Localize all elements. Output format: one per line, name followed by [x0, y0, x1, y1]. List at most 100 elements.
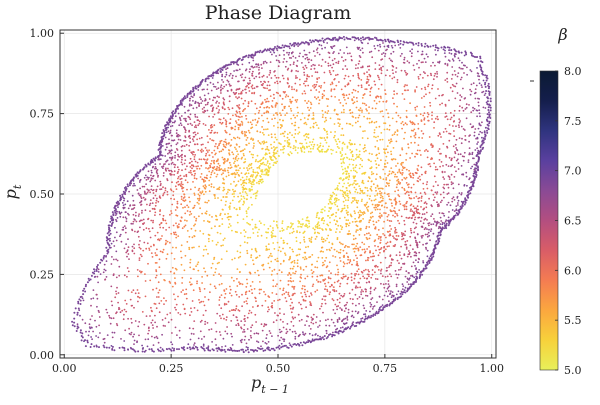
scatter-point	[402, 285, 404, 287]
scatter-point	[360, 158, 362, 160]
scatter-point	[362, 102, 364, 104]
scatter-point	[367, 66, 369, 68]
scatter-point	[239, 69, 241, 71]
scatter-point	[181, 257, 183, 259]
scatter-point	[245, 77, 247, 79]
scatter-point	[138, 244, 140, 246]
scatter-point	[279, 269, 281, 271]
scatter-point	[295, 99, 297, 101]
scatter-point	[193, 132, 195, 134]
scatter-point	[182, 164, 184, 166]
scatter-point	[204, 288, 206, 290]
scatter-point	[382, 299, 384, 301]
scatter-point	[457, 204, 459, 206]
scatter-point	[452, 125, 454, 127]
scatter-point	[298, 335, 300, 337]
scatter-point	[347, 256, 349, 258]
scatter-point	[225, 293, 227, 295]
scatter-point	[245, 172, 247, 174]
scatter-point	[233, 280, 235, 282]
scatter-point	[364, 187, 366, 189]
scatter-point	[229, 208, 231, 210]
scatter-point	[169, 312, 171, 314]
scatter-point	[259, 181, 261, 183]
scatter-point	[378, 254, 380, 256]
scatter-point	[261, 265, 263, 267]
scatter-point	[223, 101, 225, 103]
scatter-point	[221, 75, 223, 77]
scatter-point	[396, 134, 398, 136]
scatter-point	[266, 334, 268, 336]
scatter-point	[139, 227, 141, 229]
scatter-point	[310, 241, 312, 243]
scatter-point	[263, 61, 265, 63]
scatter-point	[360, 79, 362, 81]
scatter-point	[291, 302, 293, 304]
scatter-point	[303, 68, 305, 70]
scatter-point	[478, 128, 480, 130]
scatter-point	[358, 76, 360, 78]
scatter-point	[251, 66, 253, 68]
scatter-point	[152, 289, 154, 291]
scatter-point	[303, 50, 305, 52]
scatter-point	[189, 214, 191, 216]
scatter-point	[124, 248, 126, 250]
scatter-point	[398, 195, 400, 197]
scatter-point	[281, 222, 283, 224]
scatter-point	[216, 166, 218, 168]
scatter-point	[184, 155, 186, 157]
scatter-point	[297, 107, 299, 109]
scatter-point	[126, 303, 128, 305]
scatter-point	[242, 283, 244, 285]
scatter-point	[259, 281, 261, 283]
scatter-point	[329, 217, 331, 219]
scatter-point	[248, 101, 250, 103]
scatter-point	[341, 190, 343, 192]
scatter-point	[311, 317, 313, 319]
scatter-point	[337, 319, 339, 321]
scatter-point	[140, 194, 142, 196]
scatter-point	[343, 201, 345, 203]
scatter-point	[399, 201, 401, 203]
scatter-point	[218, 169, 220, 171]
scatter-point	[212, 83, 214, 85]
scatter-point	[186, 293, 188, 295]
scatter-point	[316, 212, 318, 214]
scatter-point	[311, 144, 313, 146]
scatter-point	[394, 207, 396, 209]
scatter-point	[270, 61, 272, 63]
scatter-point	[473, 169, 475, 171]
scatter-point	[115, 259, 117, 261]
scatter-point	[159, 227, 161, 229]
scatter-point	[439, 153, 441, 155]
scatter-point	[252, 169, 254, 171]
scatter-point	[91, 315, 93, 317]
scatter-point	[438, 95, 440, 97]
scatter-point	[302, 145, 304, 147]
scatter-point	[478, 109, 480, 111]
scatter-point	[170, 153, 172, 155]
scatter-point	[211, 172, 213, 174]
scatter-point	[177, 296, 179, 298]
scatter-point	[383, 148, 385, 150]
scatter-point	[466, 103, 468, 105]
scatter-point	[160, 347, 162, 349]
scatter-point	[175, 327, 177, 329]
scatter-point	[386, 246, 388, 248]
scatter-point	[296, 77, 298, 79]
scatter-point	[406, 191, 408, 193]
scatter-point	[180, 175, 182, 177]
scatter-point	[206, 89, 208, 91]
scatter-point	[117, 302, 119, 304]
scatter-point	[384, 89, 386, 91]
scatter-point	[380, 67, 382, 69]
scatter-point	[157, 169, 159, 171]
scatter-point	[334, 313, 336, 315]
scatter-point	[92, 331, 94, 333]
scatter-point	[232, 200, 234, 202]
scatter-point	[235, 92, 237, 94]
scatter-point	[229, 286, 231, 288]
scatter-point	[204, 323, 206, 325]
scatter-point	[352, 164, 354, 166]
scatter-point	[274, 75, 276, 77]
